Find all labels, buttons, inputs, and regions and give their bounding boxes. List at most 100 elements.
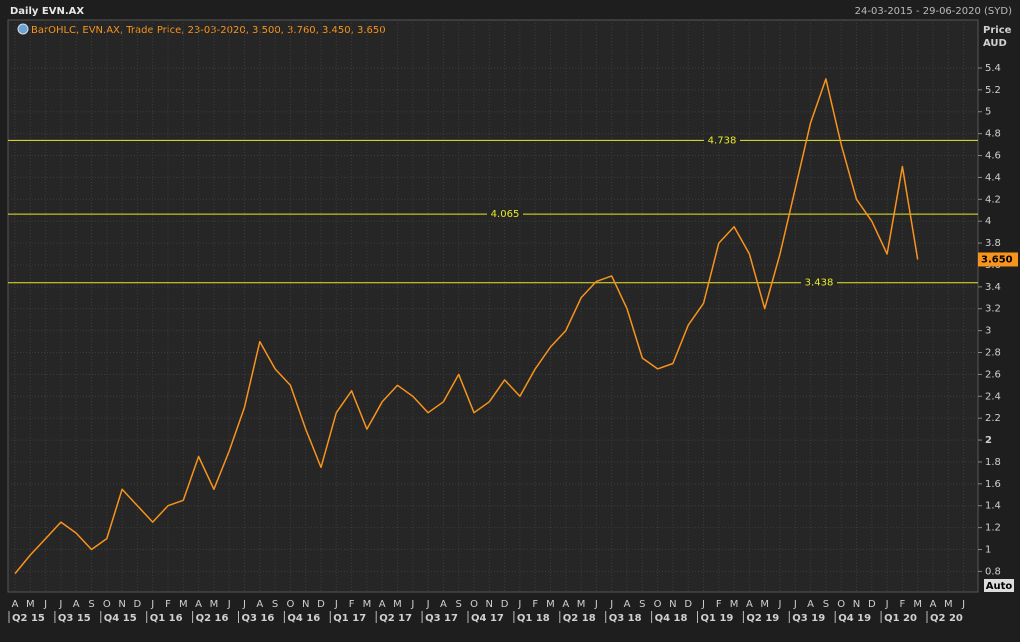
auto-button[interactable] [984, 579, 1014, 592]
x-tick-label: A [12, 599, 19, 610]
x-tick-label: J [227, 599, 231, 610]
y-tick-label: 3.8 [985, 238, 1001, 249]
quarter-label: Q3 15 [58, 613, 91, 624]
legend-text: BarOHLC, EVN.AX, Trade Price, 23-03-2020… [31, 25, 386, 36]
x-tick-label: S [88, 599, 94, 610]
x-tick-label: S [639, 599, 645, 610]
y-tick-label: 3.4 [985, 282, 1001, 293]
y-tick-label: 2.8 [985, 348, 1001, 359]
x-tick-label: S [272, 599, 278, 610]
quarter-label: Q2 15 [12, 613, 45, 624]
x-tick-label: A [807, 599, 814, 610]
y-tick-label: 5.4 [985, 63, 1001, 74]
x-tick-label: N [118, 599, 125, 610]
x-tick-label: D [317, 599, 325, 610]
y-axis-label: Price [983, 25, 1012, 36]
x-tick-label: M [393, 599, 402, 610]
x-tick-label: N [302, 599, 309, 610]
x-tick-label: J [778, 599, 782, 610]
quarter-label: Q4 16 [287, 613, 320, 624]
y-tick-label: 4.6 [985, 151, 1001, 162]
last-price-tag [978, 252, 1018, 267]
x-tick-label: D [134, 599, 142, 610]
y-tick-label: 1.2 [985, 523, 1001, 534]
x-tick-label: M [944, 599, 953, 610]
x-tick-label: J [885, 599, 889, 610]
quarter-label: Q4 18 [655, 613, 688, 624]
x-tick-label: J [242, 599, 246, 610]
y-tick-label: 3.2 [985, 304, 1001, 315]
quarter-label: Q2 20 [930, 613, 963, 624]
x-tick-label: M [760, 599, 769, 610]
x-tick-label: J [150, 599, 154, 610]
horizontal-line-label-bg [801, 276, 837, 289]
quarter-label: Q3 18 [609, 613, 642, 624]
y-tick-label: 2.4 [985, 391, 1001, 402]
y-tick-label: 0.8 [985, 566, 1001, 577]
quarter-label: Q2 17 [379, 613, 412, 624]
x-tick-label: J [58, 599, 62, 610]
x-tick-label: J [793, 599, 797, 610]
x-tick-label: M [179, 599, 188, 610]
x-tick-label: J [594, 599, 598, 610]
x-tick-label: A [73, 599, 80, 610]
x-tick-label: F [900, 599, 906, 610]
quarter-label: Q4 17 [471, 613, 504, 624]
x-tick-label: J [426, 599, 430, 610]
x-tick-label: A [746, 599, 753, 610]
x-tick-label: S [456, 599, 462, 610]
auto-button-label[interactable]: Auto [986, 581, 1013, 592]
y-tick-label: 5.2 [985, 85, 1001, 96]
quarter-label: Q1 17 [333, 613, 366, 624]
y-tick-label: 5 [985, 107, 991, 118]
x-tick-label: O [470, 599, 478, 610]
y-tick-label: 4.2 [985, 194, 1001, 205]
x-tick-label: D [684, 599, 692, 610]
x-tick-label: A [562, 599, 569, 610]
x-tick-label: F [165, 599, 171, 610]
last-price-label: 3.650 [981, 254, 1013, 265]
x-tick-label: O [103, 599, 111, 610]
x-tick-label: A [624, 599, 631, 610]
x-tick-label: S [823, 599, 829, 610]
y-tick-label: 3 [985, 326, 991, 337]
x-tick-label: N [669, 599, 676, 610]
quarter-label: Q3 19 [792, 613, 825, 624]
x-tick-label: D [868, 599, 876, 610]
x-tick-label: A [195, 599, 202, 610]
price-line [14, 78, 919, 575]
quarter-label: Q4 15 [104, 613, 137, 624]
y-tick-label: 1.8 [985, 457, 1001, 468]
x-tick-label: J [701, 599, 705, 610]
quarter-label: Q2 19 [746, 613, 779, 624]
x-tick-label: M [210, 599, 219, 610]
x-tick-label: M [577, 599, 586, 610]
x-tick-label: M [363, 599, 372, 610]
quarter-label: Q2 16 [196, 613, 229, 624]
x-tick-label: F [532, 599, 538, 610]
x-tick-label: J [517, 599, 521, 610]
x-tick-label: J [43, 599, 47, 610]
y-tick-label: 1 [985, 545, 991, 556]
x-tick-label: A [930, 599, 937, 610]
date-range: 24-03-2015 - 29-06-2020 (SYD) [855, 6, 1012, 17]
legend-icon[interactable] [17, 23, 29, 35]
x-tick-label: O [286, 599, 294, 610]
y-axis-unit: AUD [983, 38, 1007, 49]
x-tick-label: J [609, 599, 613, 610]
x-tick-label: M [913, 599, 922, 610]
y-tick-label: 4 [985, 216, 991, 227]
y-tick-label: 2 [985, 435, 992, 446]
quarter-label: Q4 19 [838, 613, 871, 624]
x-tick-label: J [334, 599, 338, 610]
x-tick-label: F [716, 599, 722, 610]
x-tick-label: O [837, 599, 845, 610]
x-tick-label: M [730, 599, 739, 610]
horizontal-line-label: 4.738 [708, 135, 737, 146]
x-tick-label: F [349, 599, 355, 610]
x-tick-label: A [379, 599, 386, 610]
x-tick-label: N [486, 599, 493, 610]
x-tick-label: A [256, 599, 263, 610]
quarter-label: Q2 18 [563, 613, 596, 624]
